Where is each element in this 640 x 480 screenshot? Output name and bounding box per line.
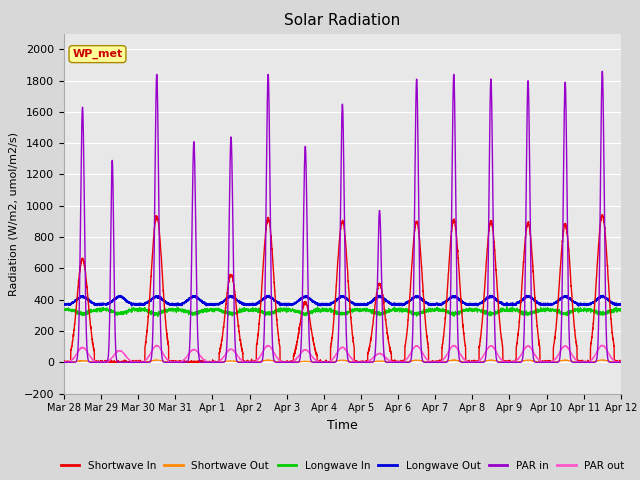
Y-axis label: Radiation (W/m2, umol/m2/s): Radiation (W/m2, umol/m2/s) bbox=[8, 132, 18, 296]
Title: Solar Radiation: Solar Radiation bbox=[284, 13, 401, 28]
X-axis label: Time: Time bbox=[327, 419, 358, 432]
Legend: Shortwave In, Shortwave Out, Longwave In, Longwave Out, PAR in, PAR out: Shortwave In, Shortwave Out, Longwave In… bbox=[56, 456, 628, 475]
Text: WP_met: WP_met bbox=[72, 49, 123, 59]
